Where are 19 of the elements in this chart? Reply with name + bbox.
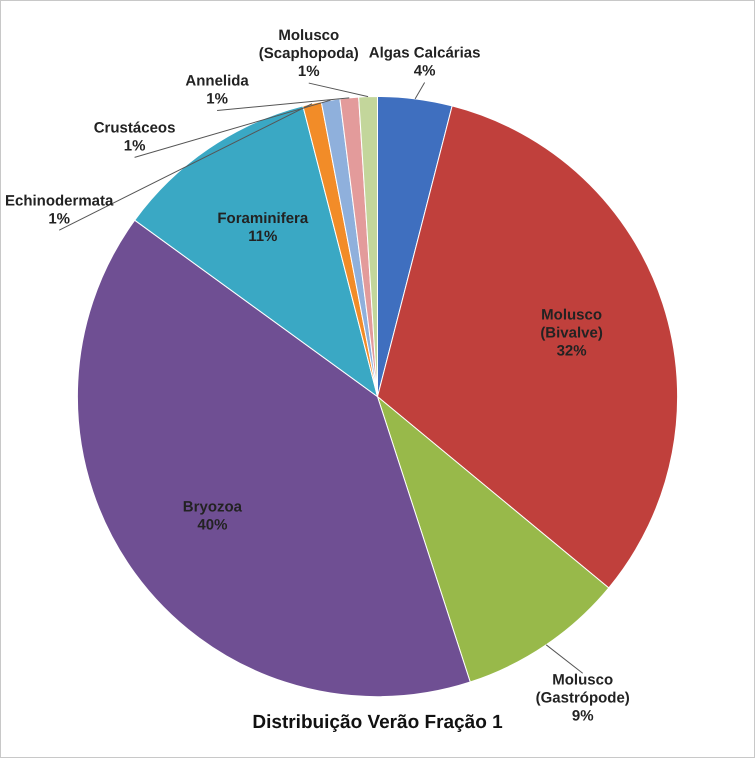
slice-label: Foraminifera	[217, 210, 309, 227]
data-label: 9%	[572, 707, 594, 724]
slice-label: Echinodermata	[4, 192, 114, 210]
data-label: 11%	[248, 228, 278, 245]
data-label: 1%	[298, 63, 320, 80]
data-label: 32%	[556, 342, 587, 360]
slice-label: Annelida	[185, 72, 250, 90]
data-label: 1%	[124, 138, 146, 155]
slice-label: Algas Calcárias	[368, 44, 480, 62]
slice-label: Bryozoa	[182, 498, 243, 516]
data-label: 1%	[206, 90, 228, 108]
text: Distribuição Verão Fração 1	[252, 712, 504, 733]
slice-label: Molusco (Bivalve)	[540, 306, 603, 342]
slice-label: Molusco (Gastrópode)	[536, 671, 630, 706]
data-label: 4%	[414, 62, 436, 80]
data-label: 40%	[197, 516, 228, 534]
slice-label: Molusco (Scaphopoda)	[258, 27, 359, 62]
slice-label: Crustáceos	[94, 120, 176, 137]
data-label: 1%	[48, 210, 70, 228]
